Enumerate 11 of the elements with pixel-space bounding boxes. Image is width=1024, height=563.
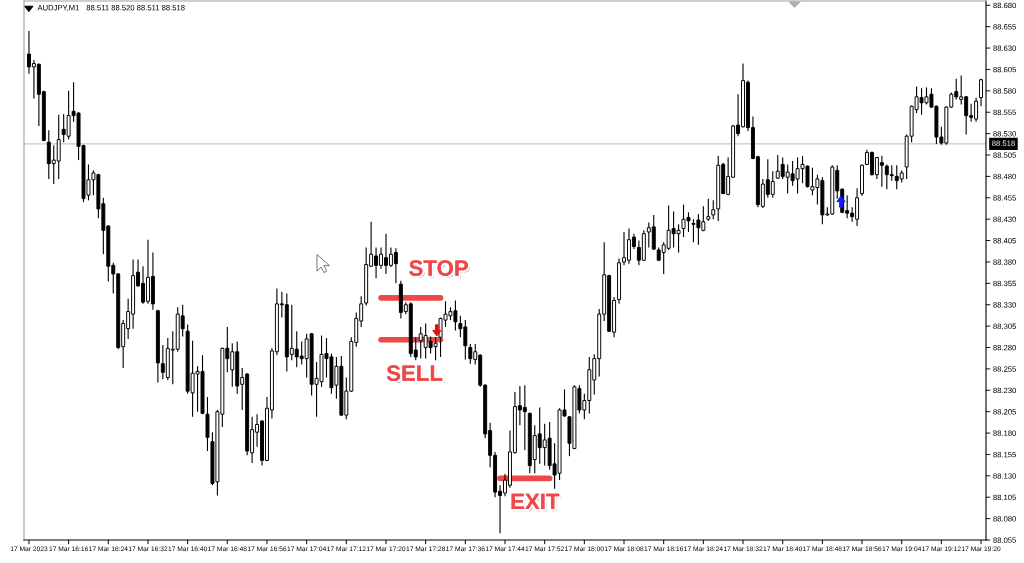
candlestick [706,198,711,222]
annotation: EXIT [511,493,562,512]
candlestick [56,114,61,180]
candlestick [522,384,527,451]
candlestick [393,247,398,284]
candlestick [205,396,210,452]
annotation: STOP [409,260,470,279]
candlestick [979,78,984,107]
candlestick [468,343,473,365]
annotation: SELL [386,365,445,384]
candlestick [770,170,775,199]
